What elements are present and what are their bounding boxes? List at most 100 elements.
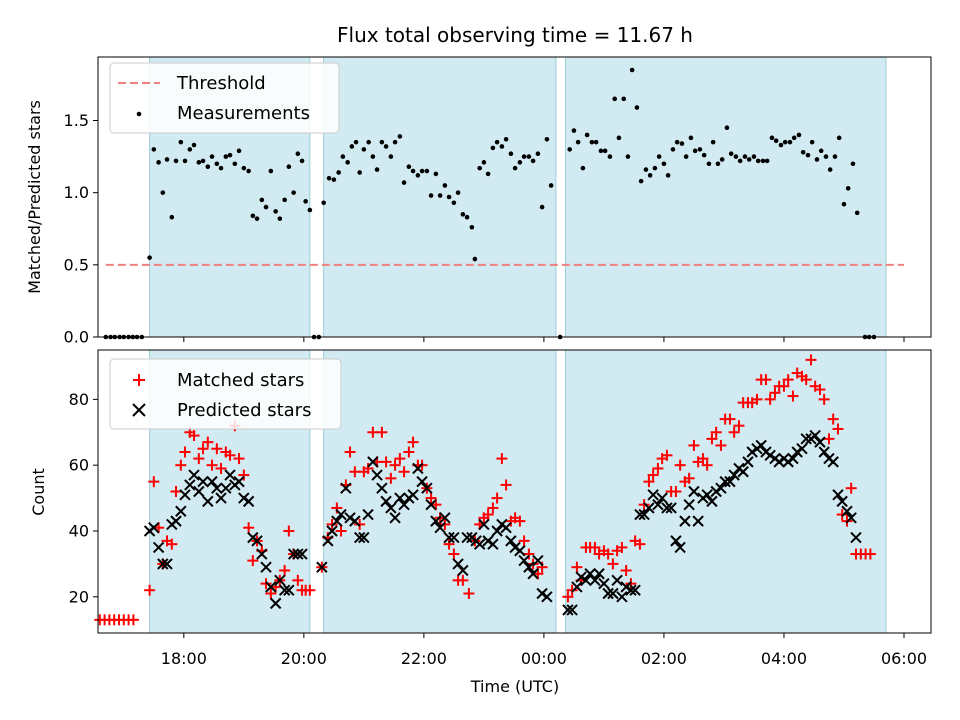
matched-star-point <box>326 518 338 530</box>
measurement-point <box>602 148 608 154</box>
observing-interval <box>323 349 557 634</box>
predicted-star-point <box>719 475 731 488</box>
measurement-point <box>331 177 337 182</box>
matched-star-point <box>514 515 526 527</box>
matched-star-point <box>764 393 776 405</box>
predicted-star-point <box>706 495 718 508</box>
measurement-point <box>250 213 256 219</box>
predicted-star-point <box>800 433 812 445</box>
matched-star-point <box>602 548 614 560</box>
predicted-star-point <box>170 515 182 527</box>
predicted-star-point <box>389 512 401 524</box>
predicted-star-point <box>541 591 553 603</box>
counts-legend: Matched stars Predicted stars <box>109 358 342 430</box>
matched-star-point <box>443 538 455 550</box>
predicted-star-point <box>836 495 848 508</box>
measurement-point <box>706 161 712 167</box>
measurement-point <box>629 67 635 73</box>
legend-measurements-swatch <box>136 111 142 117</box>
predicted-star-point <box>571 581 583 593</box>
predicted-star-point <box>283 584 295 596</box>
matched-star-point <box>376 426 388 438</box>
matched-star-point <box>638 499 650 511</box>
x-tick-label: 18:00 <box>161 649 207 668</box>
measurement-point <box>548 183 554 188</box>
measurement-point <box>692 148 698 154</box>
predicted-star-point <box>670 535 682 547</box>
measurement-point <box>818 148 824 154</box>
x-axis: 18:00 20:00 22:00 00:00 02:00 04:00 06:00 <box>161 649 927 668</box>
matched-star-point <box>283 525 295 537</box>
measurement-point <box>200 158 206 164</box>
measurement-point <box>349 144 355 149</box>
measurement-point <box>424 168 430 174</box>
measurement-point <box>567 147 573 152</box>
predicted-star-point <box>233 475 245 488</box>
counts-panel: 20 40 60 80 Count Matched stars Predicted s… <box>29 349 932 638</box>
predicted-star-point <box>161 558 173 570</box>
measurement-point <box>214 161 220 167</box>
matched-star-point <box>354 518 366 530</box>
matched-star-point <box>832 423 844 435</box>
measurement-point <box>742 154 748 159</box>
predicted-star-point <box>331 515 343 527</box>
measurement-point <box>286 164 292 169</box>
matched-star-point <box>778 380 790 392</box>
matched-star-point <box>652 462 664 474</box>
predicted-star-point <box>344 512 356 524</box>
measurement-point <box>246 168 251 174</box>
measurement-point <box>728 151 734 157</box>
measurement-point <box>388 154 394 159</box>
legend-measurements-label: Measurements <box>177 103 310 124</box>
predicted-star-point <box>773 456 785 468</box>
matched-star-point <box>500 479 512 491</box>
matched-star-point <box>836 509 848 521</box>
predicted-star-point <box>755 439 767 452</box>
y-tick-label: 1.0 <box>64 183 89 202</box>
measurement-point <box>397 134 403 139</box>
legend-frame <box>109 62 340 134</box>
predicted-star-point <box>184 479 196 491</box>
x-tick-label: 06:00 <box>881 649 927 668</box>
measurement-point <box>442 183 448 188</box>
measurement-point <box>733 154 739 159</box>
predicted-star-point <box>701 489 713 501</box>
predicted-star-point <box>394 492 406 504</box>
matched-star-point <box>823 433 835 445</box>
predicted-star-point <box>532 554 544 567</box>
predicted-star-point <box>814 436 826 448</box>
measurement-point <box>539 204 545 210</box>
predicted-star-point <box>674 541 686 554</box>
measurement-point <box>701 152 707 158</box>
predicted-star-point <box>398 498 410 511</box>
matched-star-point <box>827 413 839 425</box>
matched-star-point <box>206 459 218 471</box>
matched-star-point <box>814 383 826 395</box>
measurement-point <box>688 135 694 141</box>
matched-star-point <box>380 456 392 468</box>
measurement-point <box>433 171 439 177</box>
measurement-point <box>674 139 680 145</box>
predicted-star-point <box>656 492 668 504</box>
predicted-star-point <box>148 521 160 534</box>
matched-star-point <box>335 525 347 537</box>
measurement-point <box>259 197 265 203</box>
measurement-point <box>477 165 482 171</box>
measurement-point <box>182 158 188 164</box>
matched-star-point <box>292 574 304 586</box>
matched-star-point <box>215 462 227 474</box>
measurement-point <box>827 167 833 172</box>
ratio-ylabel: Matched/Predicted stars <box>25 100 44 294</box>
y-tick-label: 60 <box>69 456 89 475</box>
matched-star-point <box>279 564 291 576</box>
legend-matched-swatch <box>133 374 145 386</box>
matched-star-point <box>265 588 277 600</box>
measurement-point <box>370 154 376 159</box>
predicted-star-point <box>527 568 539 580</box>
measurement-point <box>446 194 452 200</box>
predicted-star-point <box>211 482 223 494</box>
matched-star-point <box>179 446 191 458</box>
predicted-star-point <box>242 495 255 508</box>
measurement-point <box>634 105 640 110</box>
matched-star-point <box>769 387 781 399</box>
